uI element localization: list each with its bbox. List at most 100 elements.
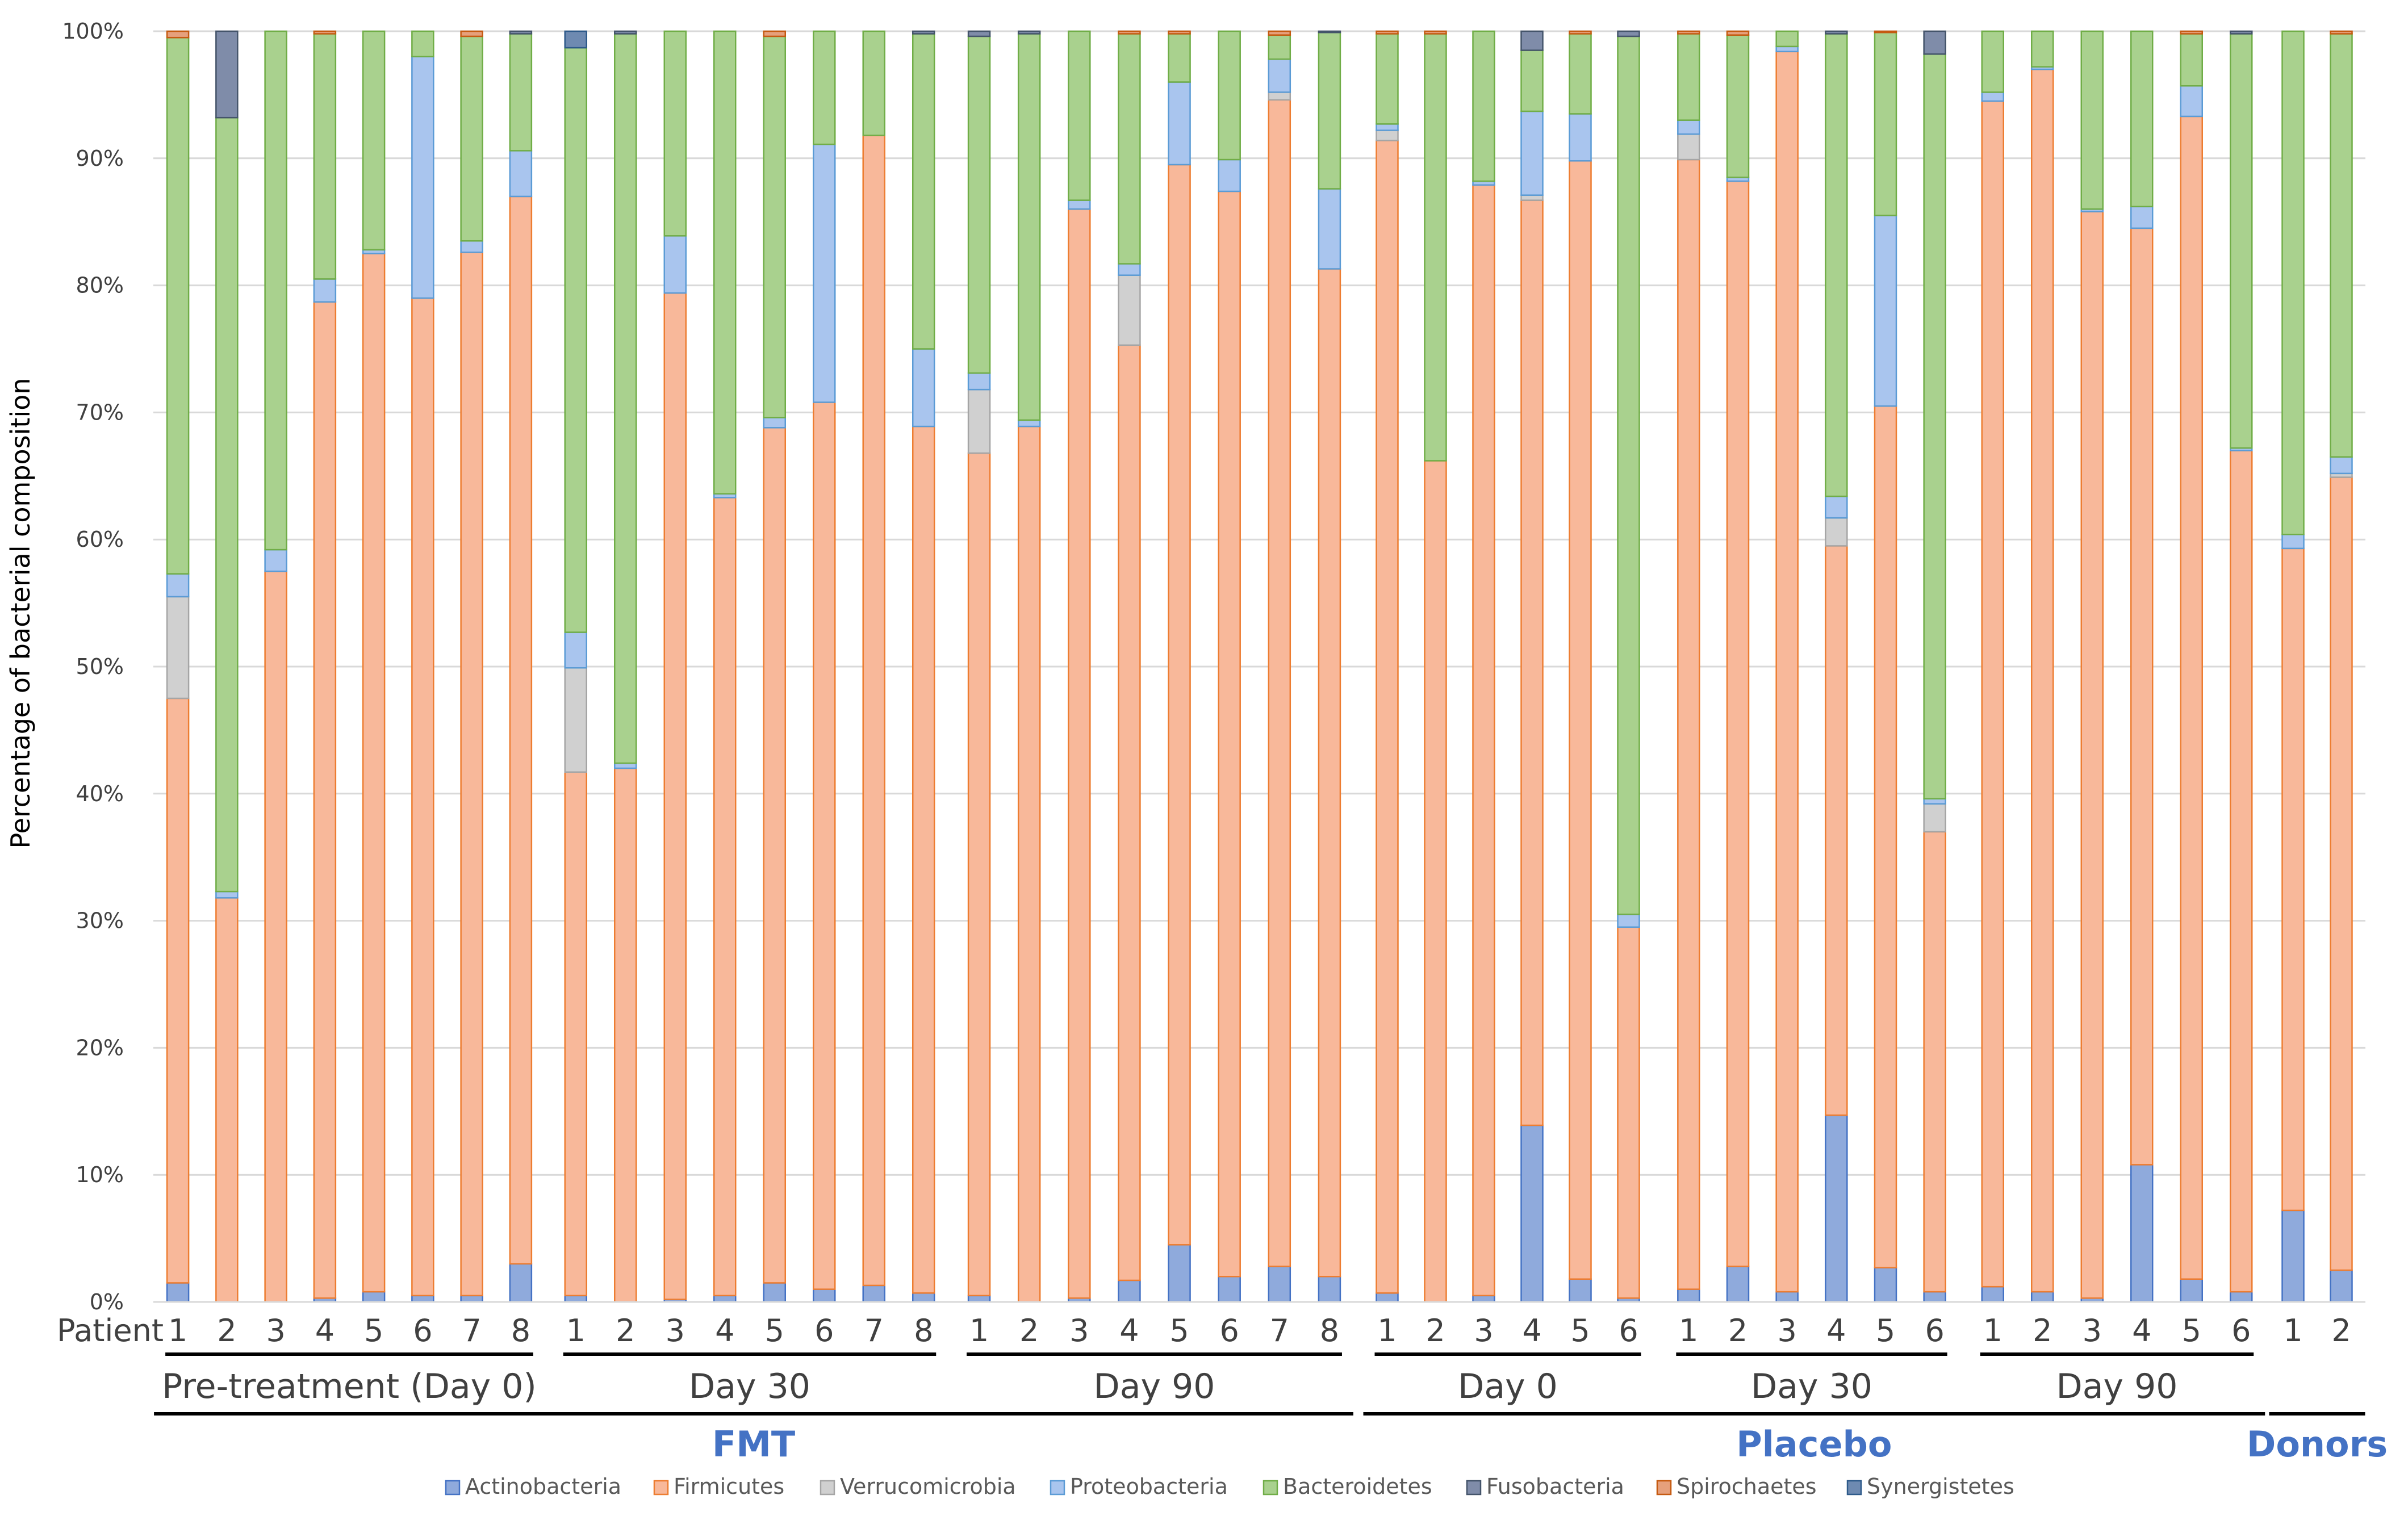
bar-segment-bacteroidetes [713, 30, 737, 495]
bar-segment-firmicutes [1569, 160, 1592, 1280]
y-tick-label: 40% [76, 781, 124, 806]
bar-segment-actinobacteria [1825, 1114, 1848, 1303]
patient-label: 1 [1679, 1313, 1698, 1349]
bar-segment-actinobacteria [2180, 1278, 2203, 1303]
bar-segment-firmicutes [264, 570, 287, 1303]
bar-segment-bacteroidetes [166, 36, 190, 575]
patient-label: 3 [2083, 1313, 2102, 1349]
bar-segment-firmicutes [1268, 99, 1291, 1267]
patient-label: 1 [1983, 1313, 2003, 1349]
patient-label: 2 [1019, 1313, 1039, 1349]
legend-label-bacteroidetes: Bacteroidetes [1283, 1474, 1432, 1499]
y-axis-title: Percentage of bacterial composition [5, 378, 36, 848]
y-tick-label: 70% [76, 400, 124, 425]
legend-label-spirochaetes: Spirochaetes [1677, 1474, 1817, 1499]
bar-segment-actinobacteria [912, 1292, 935, 1303]
y-tick-label: 100% [62, 19, 124, 44]
bar-segment-actinobacteria [2031, 1291, 2054, 1303]
patient-row-label: Patient [57, 1313, 164, 1349]
bar-segment-actinobacteria [967, 1295, 991, 1303]
bar-segment-firmicutes [862, 135, 885, 1287]
patient-label: 5 [765, 1313, 784, 1349]
bar-segment-proteobacteria [215, 890, 239, 899]
bar-segment-proteobacteria [1218, 158, 1241, 192]
bar-segment-firmicutes [2330, 476, 2353, 1271]
bar-segment-spirochaetes [1874, 30, 1897, 33]
super-group-label: FMT [712, 1423, 795, 1465]
patient-label: 8 [1320, 1313, 1339, 1349]
bar-segment-firmicutes [763, 427, 786, 1284]
bar-segment-spirochaetes [1168, 30, 1191, 35]
bar-segment-firmicutes [2080, 211, 2104, 1299]
patient-label: 2 [2331, 1313, 2351, 1349]
bar-segment-spirochaetes [313, 30, 337, 35]
bar-segment-firmicutes [2230, 450, 2253, 1293]
patient-label: 2 [2033, 1313, 2052, 1349]
bar-segment-bacteroidetes [1168, 33, 1191, 83]
legend: Actinobacteria Firmicutes Verrucomicrobia P… [445, 1474, 2014, 1499]
bar-segment-proteobacteria [411, 56, 434, 299]
bar-segment-bacteroidetes [813, 30, 836, 145]
bar-segment-bacteroidetes [2281, 30, 2305, 535]
bar-segment-proteobacteria [166, 573, 190, 598]
bar-segment-firmicutes [460, 252, 483, 1297]
bar-segment-fusobacteria [1520, 30, 1544, 51]
bar-segment-bacteroidetes [411, 30, 434, 58]
bar-segment-bacteroidetes [2080, 30, 2104, 210]
bar-segment-proteobacteria [1268, 58, 1291, 93]
bar-segment-proteobacteria [663, 235, 687, 294]
patient-label: 1 [168, 1313, 187, 1349]
bar-segment-bacteroidetes [362, 30, 386, 251]
sub-group-label: Day 90 [2056, 1367, 2178, 1406]
patient-label: 8 [511, 1313, 530, 1349]
bar-segment-bacteroidetes [1677, 33, 1700, 121]
bar-segment-synergistetes [564, 30, 587, 49]
bar-segment-proteobacteria [1825, 495, 1848, 519]
patient-label: 6 [2231, 1313, 2251, 1349]
bar-segment-actinobacteria [1775, 1291, 1799, 1303]
y-tick-label: 50% [76, 654, 124, 679]
bar-segment-firmicutes [713, 497, 737, 1297]
bar-segment-firmicutes [1677, 158, 1700, 1290]
bar-segment-firmicutes [1923, 831, 1946, 1293]
patient-label: 4 [315, 1313, 335, 1349]
patient-label: 3 [666, 1313, 685, 1349]
bar-segment-actinobacteria [1677, 1288, 1700, 1303]
bar-segment-actinobacteria [2230, 1291, 2253, 1303]
bar-segment-spirochaetes [2180, 30, 2203, 35]
bar-segment-firmicutes [1118, 344, 1141, 1282]
bar-segment-actinobacteria [1874, 1267, 1897, 1303]
bar-segment-bacteroidetes [2180, 33, 2203, 87]
patient-label: 5 [1570, 1313, 1590, 1349]
patient-label: 5 [1876, 1313, 1895, 1349]
bar-segment-actinobacteria [862, 1284, 885, 1303]
bar-segment-verrucomicrobia [1923, 803, 1946, 833]
bar-segment-bacteroidetes [2330, 33, 2353, 458]
sub-group-label: Day 0 [1458, 1367, 1558, 1406]
bar-segment-verrucomicrobia [1520, 194, 1544, 201]
bar-segment-spirochaetes [460, 30, 483, 37]
bar-segment-bacteroidetes [1617, 35, 1640, 915]
y-tick-label: 90% [76, 146, 124, 171]
bar-segment-firmicutes [1376, 140, 1399, 1294]
y-tick-label: 30% [76, 908, 124, 933]
bar-segment-actinobacteria [1520, 1124, 1544, 1303]
bar-segment-firmicutes [1017, 425, 1041, 1303]
bar-segment-proteobacteria [1677, 119, 1700, 135]
bar-segment-bacteroidetes [2230, 33, 2253, 449]
bar-segment-firmicutes [1775, 51, 1799, 1293]
legend-swatch-spirochaetes [1656, 1480, 1672, 1496]
y-tick-label: 60% [76, 527, 124, 552]
bar-segment-bacteroidetes [1775, 30, 1799, 48]
bar-segment-fusobacteria [614, 30, 637, 35]
bar-segment-fusobacteria [509, 30, 533, 35]
bar-segment-proteobacteria [1118, 263, 1141, 276]
patient-label: 2 [1728, 1313, 1748, 1349]
legend-label-firmicutes: Firmicutes [674, 1474, 784, 1499]
y-tick-label: 80% [76, 273, 124, 298]
bar-segment-fusobacteria [2230, 30, 2253, 35]
bar-segment-fusobacteria [1825, 30, 1848, 35]
bar-segment-firmicutes [313, 301, 337, 1299]
patient-label: 5 [1169, 1313, 1189, 1349]
